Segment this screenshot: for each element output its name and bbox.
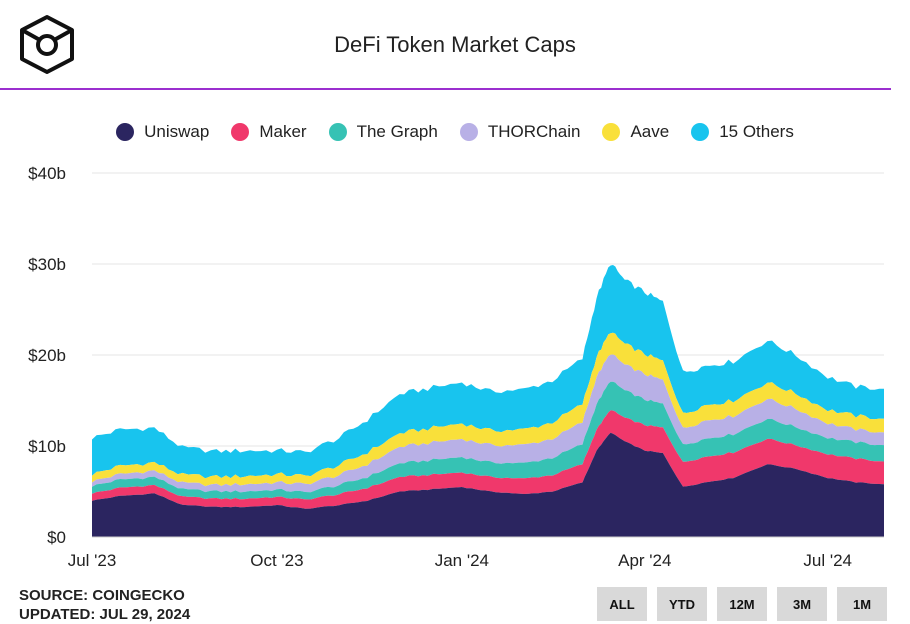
area-series-aave[interactable] bbox=[92, 332, 884, 487]
legend-item[interactable]: THORChain bbox=[459, 122, 581, 142]
x-tick-label: Jul '23 bbox=[68, 551, 117, 570]
legend-swatch bbox=[691, 123, 710, 141]
source-text: SOURCE: COINGECKO bbox=[19, 587, 185, 604]
x-tick-label: Apr '24 bbox=[618, 551, 671, 570]
legend-item[interactable]: The Graph bbox=[328, 122, 438, 142]
legend-item[interactable]: 15 Others bbox=[691, 122, 794, 142]
area-series-the-graph[interactable] bbox=[92, 381, 884, 500]
legend-label: THORChain bbox=[487, 122, 581, 141]
range-ytd-button[interactable]: YTD bbox=[657, 587, 707, 621]
legend-swatch bbox=[116, 123, 135, 141]
y-tick-label: $20b bbox=[28, 346, 66, 365]
range-3m-button[interactable]: 3M bbox=[777, 587, 827, 621]
area-series-uniswap[interactable] bbox=[92, 432, 884, 537]
range-1m-button[interactable]: 1M bbox=[837, 587, 887, 621]
stacked-area-chart: $0 $10b $20b $30b $40b Jul '23 Oct '23 Jan '24 A… bbox=[28, 164, 884, 570]
legend-swatch bbox=[602, 123, 621, 141]
legend-item[interactable]: Uniswap bbox=[116, 122, 209, 142]
range-12m-button[interactable]: 12M bbox=[717, 587, 767, 621]
logo-icon bbox=[20, 15, 74, 74]
header: DeFi Token Market Caps bbox=[0, 0, 910, 88]
header-divider bbox=[0, 88, 891, 90]
range-all-button[interactable]: ALL bbox=[597, 587, 647, 621]
area-series-15-others[interactable] bbox=[92, 265, 884, 479]
area-series-thorchain[interactable] bbox=[92, 354, 884, 493]
chart-legend: Uniswap Maker The Graph THORChain Aave 15 Oth… bbox=[0, 122, 910, 142]
legend-swatch bbox=[231, 123, 250, 141]
legend-label: Aave bbox=[630, 122, 670, 141]
legend-label: Maker bbox=[259, 122, 307, 141]
x-tick-label: Jul '24 bbox=[803, 551, 852, 570]
y-tick-label: $10b bbox=[28, 437, 66, 456]
legend-label: The Graph bbox=[356, 122, 438, 141]
legend-swatch bbox=[459, 123, 478, 141]
x-tick-label: Jan '24 bbox=[435, 551, 489, 570]
y-tick-label: $0 bbox=[47, 528, 66, 547]
page-title: DeFi Token Market Caps bbox=[334, 32, 576, 57]
legend-swatch bbox=[328, 123, 347, 141]
y-tick-label: $30b bbox=[28, 255, 66, 274]
source-note: SOURCE: COINGECKO UPDATED: JUL 29, 2024 bbox=[19, 586, 190, 624]
range-buttons: ALL YTD 12M 3M 1M bbox=[597, 587, 887, 621]
area-series-maker[interactable] bbox=[92, 410, 884, 509]
legend-label: 15 Others bbox=[719, 122, 794, 141]
legend-label: Uniswap bbox=[144, 122, 210, 141]
legend-item[interactable]: Aave bbox=[602, 122, 669, 142]
updated-text: UPDATED: JUL 29, 2024 bbox=[19, 606, 191, 623]
x-tick-label: Oct '23 bbox=[250, 551, 303, 570]
y-tick-label: $40b bbox=[28, 164, 66, 183]
legend-item[interactable]: Maker bbox=[231, 122, 307, 142]
